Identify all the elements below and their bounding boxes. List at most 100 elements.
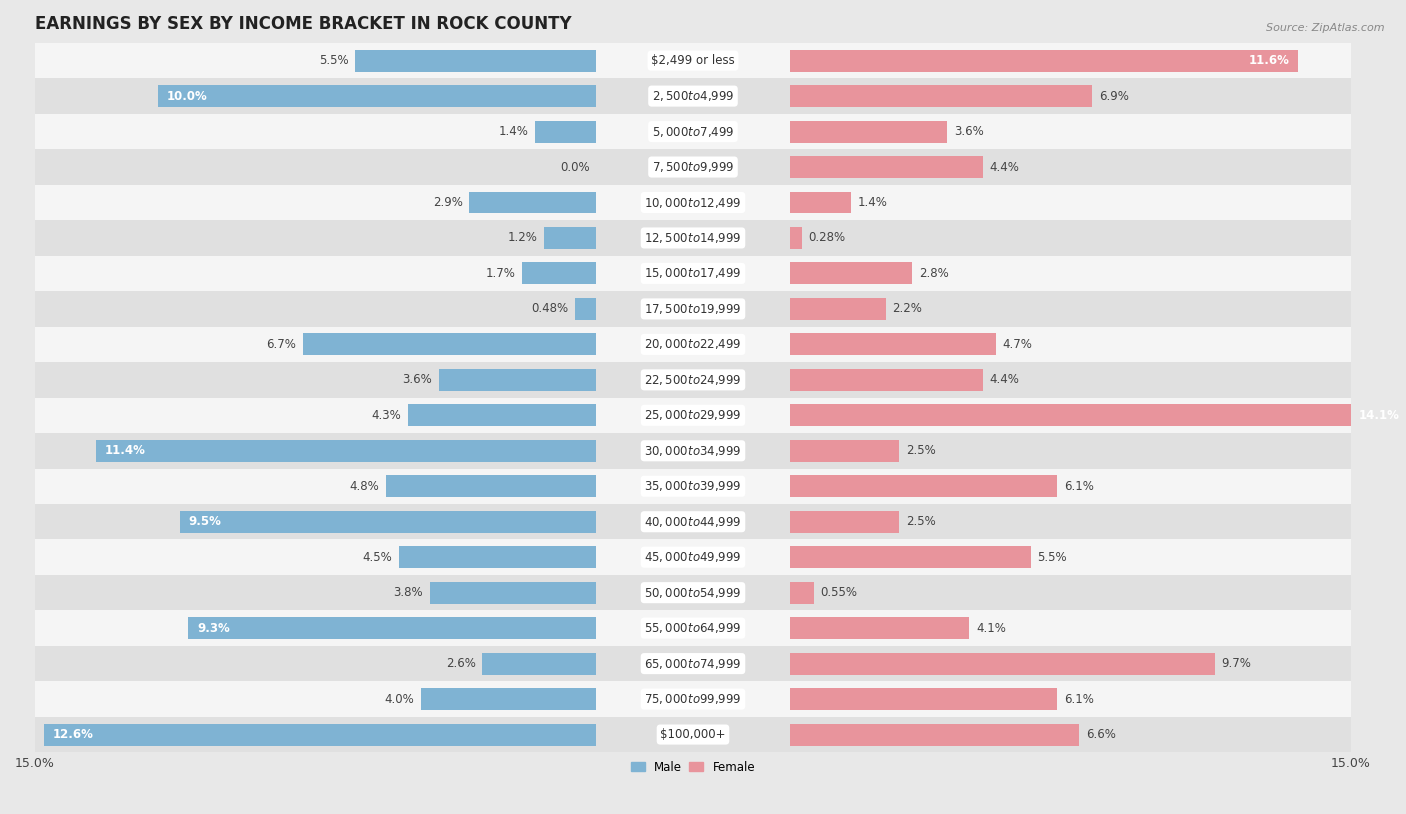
Text: 2.6%: 2.6% xyxy=(446,657,475,670)
Text: $15,000 to $17,499: $15,000 to $17,499 xyxy=(644,266,742,281)
Bar xyxy=(790,227,801,249)
Text: $7,500 to $9,999: $7,500 to $9,999 xyxy=(652,160,734,174)
Bar xyxy=(97,440,596,462)
Text: 11.4%: 11.4% xyxy=(105,444,146,457)
Bar xyxy=(790,120,948,142)
Text: $22,500 to $24,999: $22,500 to $24,999 xyxy=(644,373,742,387)
Text: 1.7%: 1.7% xyxy=(485,267,516,280)
Text: 2.5%: 2.5% xyxy=(905,515,935,528)
Bar xyxy=(790,582,814,604)
Text: $50,000 to $54,999: $50,000 to $54,999 xyxy=(644,585,742,600)
Bar xyxy=(35,433,1351,469)
Text: 4.1%: 4.1% xyxy=(976,622,1005,635)
Bar xyxy=(544,227,596,249)
Text: 2.5%: 2.5% xyxy=(905,444,935,457)
Bar xyxy=(35,362,1351,397)
Bar xyxy=(536,120,596,142)
Bar xyxy=(35,681,1351,717)
Bar xyxy=(302,334,596,356)
Bar xyxy=(420,688,596,710)
Bar xyxy=(399,546,596,568)
Text: 1.4%: 1.4% xyxy=(858,196,887,209)
Text: $5,000 to $7,499: $5,000 to $7,499 xyxy=(652,125,734,138)
Bar xyxy=(790,688,1057,710)
Bar xyxy=(35,149,1351,185)
Text: $75,000 to $99,999: $75,000 to $99,999 xyxy=(644,692,742,706)
Bar xyxy=(35,504,1351,540)
Bar xyxy=(157,85,596,107)
Bar xyxy=(575,298,596,320)
Bar xyxy=(790,334,995,356)
Text: 6.1%: 6.1% xyxy=(1064,479,1094,492)
Bar xyxy=(790,546,1031,568)
Text: 6.6%: 6.6% xyxy=(1085,728,1115,741)
Legend: Male, Female: Male, Female xyxy=(626,756,761,778)
Text: 5.5%: 5.5% xyxy=(1038,551,1067,564)
Bar xyxy=(439,369,596,391)
Bar xyxy=(790,510,900,532)
Text: 4.4%: 4.4% xyxy=(988,160,1019,173)
Bar xyxy=(790,440,900,462)
Text: 2.9%: 2.9% xyxy=(433,196,463,209)
Bar xyxy=(35,256,1351,291)
Text: $65,000 to $74,999: $65,000 to $74,999 xyxy=(644,657,742,671)
Text: 12.6%: 12.6% xyxy=(52,728,93,741)
Bar xyxy=(35,291,1351,326)
Bar xyxy=(35,540,1351,575)
Bar xyxy=(522,262,596,284)
Text: 0.0%: 0.0% xyxy=(560,160,591,173)
Text: $2,500 to $4,999: $2,500 to $4,999 xyxy=(652,89,734,103)
Bar xyxy=(35,469,1351,504)
Text: $17,500 to $19,999: $17,500 to $19,999 xyxy=(644,302,742,316)
Text: $2,499 or less: $2,499 or less xyxy=(651,54,735,67)
Text: $100,000+: $100,000+ xyxy=(661,728,725,741)
Bar xyxy=(385,475,596,497)
Text: 4.3%: 4.3% xyxy=(371,409,401,422)
Text: $40,000 to $44,999: $40,000 to $44,999 xyxy=(644,514,742,529)
Text: 3.8%: 3.8% xyxy=(394,586,423,599)
Bar xyxy=(35,221,1351,256)
Bar xyxy=(35,114,1351,149)
Bar xyxy=(790,50,1298,72)
Bar xyxy=(35,43,1351,78)
Text: 2.2%: 2.2% xyxy=(893,303,922,315)
Bar xyxy=(35,78,1351,114)
Text: 3.6%: 3.6% xyxy=(955,125,984,138)
Text: 3.6%: 3.6% xyxy=(402,374,432,387)
Bar xyxy=(180,510,596,532)
Text: 6.7%: 6.7% xyxy=(266,338,297,351)
Bar xyxy=(790,724,1078,746)
Bar xyxy=(790,262,912,284)
Text: 0.55%: 0.55% xyxy=(820,586,858,599)
Bar xyxy=(35,717,1351,752)
Bar xyxy=(790,156,983,178)
Text: 1.2%: 1.2% xyxy=(508,231,537,244)
Text: 14.1%: 14.1% xyxy=(1358,409,1399,422)
Bar xyxy=(790,85,1092,107)
Text: 2.8%: 2.8% xyxy=(920,267,949,280)
Text: $55,000 to $64,999: $55,000 to $64,999 xyxy=(644,621,742,635)
Bar xyxy=(790,191,851,213)
Bar xyxy=(790,369,983,391)
Text: $12,500 to $14,999: $12,500 to $14,999 xyxy=(644,231,742,245)
Text: 1.4%: 1.4% xyxy=(499,125,529,138)
Text: 4.8%: 4.8% xyxy=(350,479,380,492)
Bar xyxy=(188,617,596,639)
Text: 4.7%: 4.7% xyxy=(1002,338,1032,351)
Bar xyxy=(482,653,596,675)
Text: 0.48%: 0.48% xyxy=(531,303,569,315)
Text: 10.0%: 10.0% xyxy=(166,90,207,103)
Text: 5.5%: 5.5% xyxy=(319,54,349,67)
Bar xyxy=(430,582,596,604)
Text: $35,000 to $39,999: $35,000 to $39,999 xyxy=(644,479,742,493)
Bar xyxy=(35,610,1351,646)
Bar xyxy=(790,405,1406,427)
Text: $10,000 to $12,499: $10,000 to $12,499 xyxy=(644,195,742,209)
Text: 9.7%: 9.7% xyxy=(1222,657,1251,670)
Bar xyxy=(44,724,596,746)
Text: 11.6%: 11.6% xyxy=(1249,54,1289,67)
Bar xyxy=(35,397,1351,433)
Text: 4.5%: 4.5% xyxy=(363,551,392,564)
Text: $25,000 to $29,999: $25,000 to $29,999 xyxy=(644,409,741,422)
Text: 4.4%: 4.4% xyxy=(988,374,1019,387)
